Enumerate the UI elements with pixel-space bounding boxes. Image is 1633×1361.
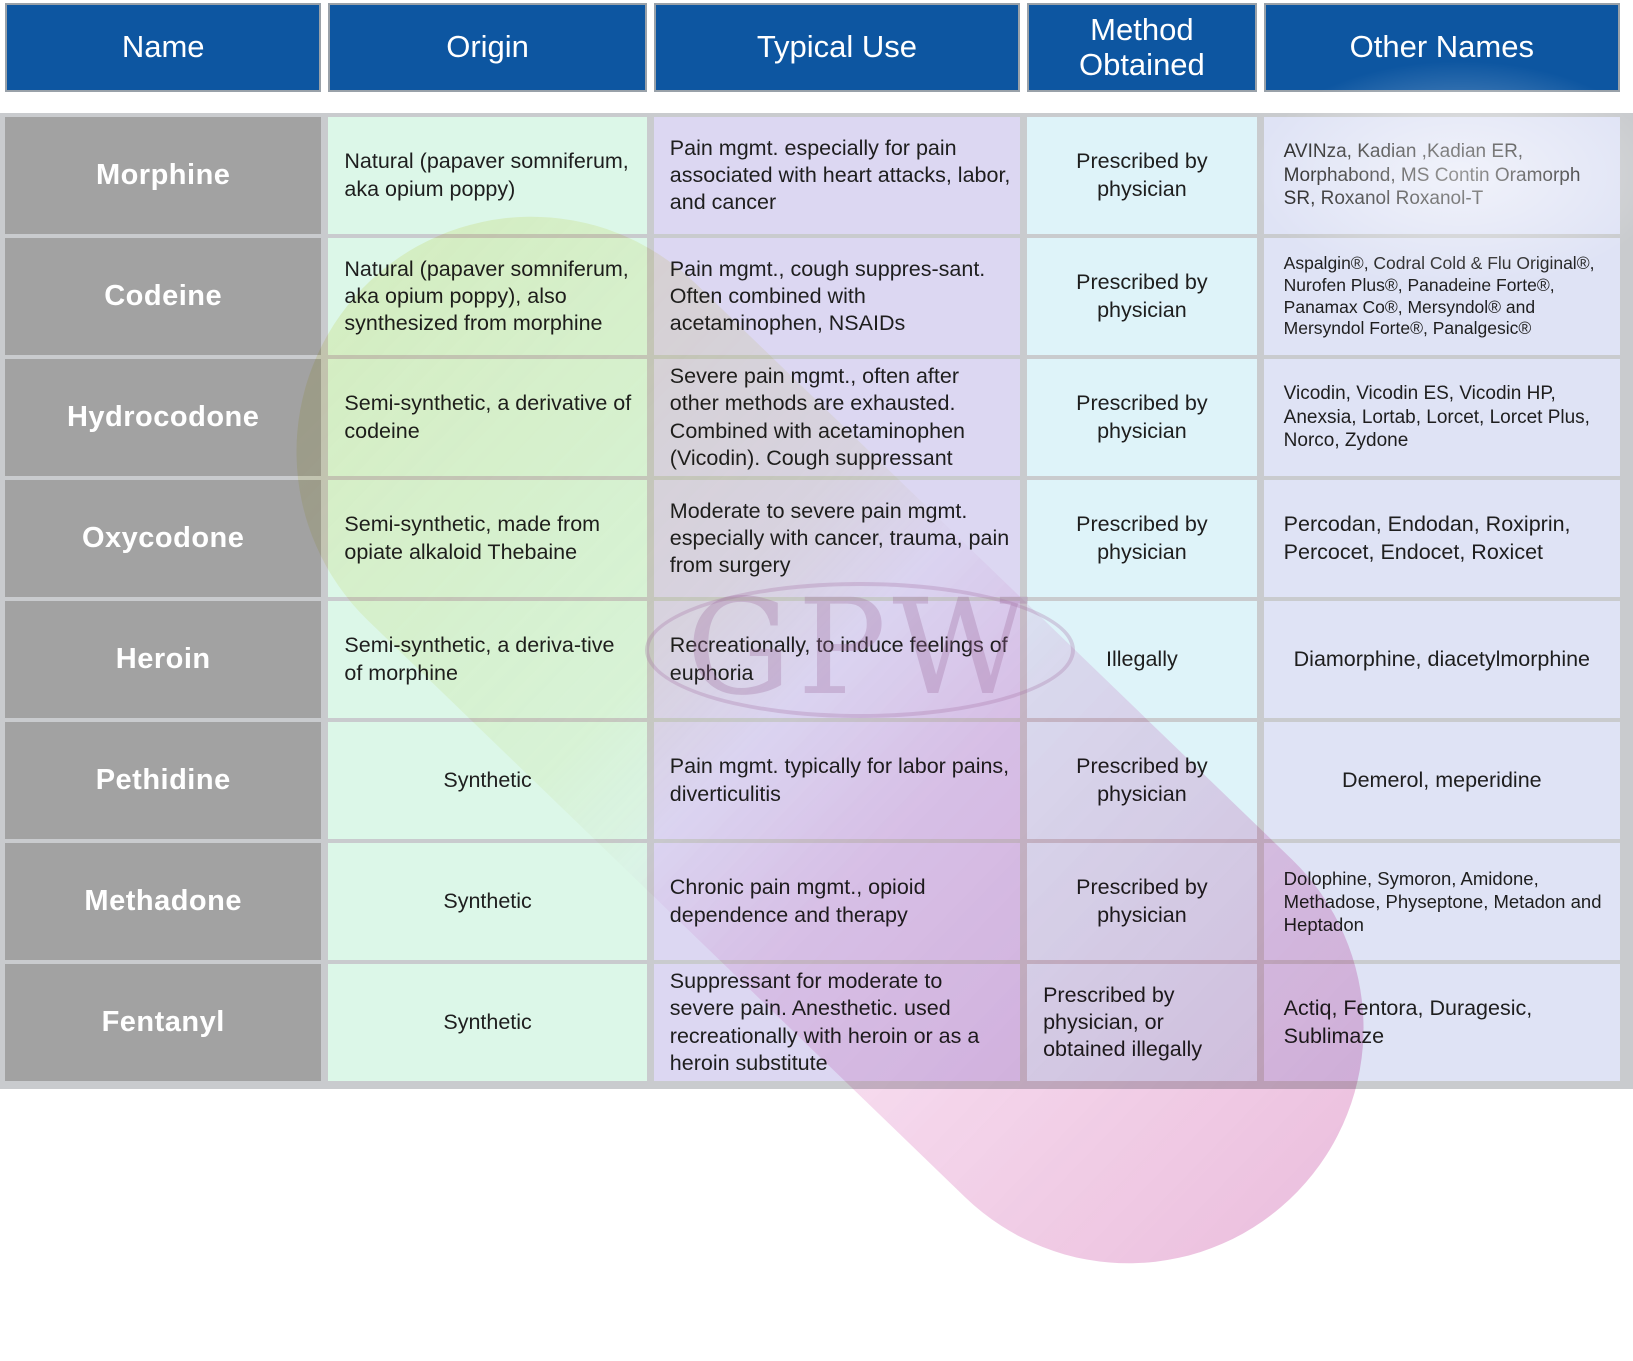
typical-use-cell: Moderate to severe pain mgmt. especially… — [653, 480, 1021, 597]
other-names-cell: Aspalgin®, Codral Cold & Flu Original®, … — [1263, 238, 1620, 355]
origin-cell: Natural (papaver somniferum, aka opium p… — [328, 238, 647, 355]
name-cell: Morphine — [5, 117, 322, 234]
origin-cell: Semi-synthetic, a derivative of codeine — [328, 359, 647, 476]
method-cell: Prescribed by physician — [1027, 722, 1257, 839]
other-names-cell: Dolophine, Symoron, Amidone, Methadose, … — [1263, 843, 1620, 960]
method-cell: Prescribed by physician — [1027, 359, 1257, 476]
name-cell: Methadone — [5, 843, 322, 960]
header-name: Name — [5, 3, 322, 92]
name-cell: Pethidine — [5, 722, 322, 839]
table-body: Morphine Natural (papaver somniferum, ak… — [0, 113, 1633, 1089]
other-names-cell: Percodan, Endodan, Roxiprin, Percocet, E… — [1263, 480, 1620, 597]
typical-use-cell: Suppressant for moderate to severe pain.… — [653, 964, 1021, 1081]
other-names-cell: Demerol, meperidine — [1263, 722, 1620, 839]
other-names-cell: Vicodin, Vicodin ES, Vicodin HP, Anexsia… — [1263, 359, 1620, 476]
table-header-row: Name Origin Typical Use Method Obtained … — [5, 3, 1620, 92]
name-cell: Fentanyl — [5, 964, 322, 1081]
table-grid: Morphine Natural (papaver somniferum, ak… — [5, 117, 1620, 1081]
header-other-names: Other Names — [1263, 3, 1620, 92]
typical-use-cell: Severe pain mgmt., often after other met… — [653, 359, 1021, 476]
method-cell: Prescribed by physician — [1027, 480, 1257, 597]
origin-cell: Synthetic — [328, 843, 647, 960]
method-cell: Prescribed by physician — [1027, 117, 1257, 234]
typical-use-cell: Pain mgmt. especially for pain associate… — [653, 117, 1021, 234]
method-cell: Prescribed by physician, or obtained ill… — [1027, 964, 1257, 1081]
typical-use-cell: Chronic pain mgmt., opioid dependence an… — [653, 843, 1021, 960]
origin-cell: Synthetic — [328, 722, 647, 839]
origin-cell: Semi-synthetic, made from opiate alkaloi… — [328, 480, 647, 597]
other-names-cell: Actiq, Fentora, Duragesic, Sublimaze — [1263, 964, 1620, 1081]
header-typical-use: Typical Use — [653, 3, 1021, 92]
typical-use-cell: Pain mgmt. typically for labor pains, di… — [653, 722, 1021, 839]
name-cell: Hydrocodone — [5, 359, 322, 476]
other-names-cell: AVINza, Kadian ,Kadian ER, Morphabond, M… — [1263, 117, 1620, 234]
typical-use-cell: Recreationally, to induce feelings of eu… — [653, 601, 1021, 718]
name-cell: Heroin — [5, 601, 322, 718]
name-cell: Codeine — [5, 238, 322, 355]
typical-use-cell: Pain mgmt., cough suppres-sant. Often co… — [653, 238, 1021, 355]
method-cell: Prescribed by physician — [1027, 238, 1257, 355]
origin-cell: Synthetic — [328, 964, 647, 1081]
other-names-cell: Diamorphine, diacetylmorphine — [1263, 601, 1620, 718]
method-cell: Illegally — [1027, 601, 1257, 718]
method-cell: Prescribed by physician — [1027, 843, 1257, 960]
header-origin: Origin — [328, 3, 647, 92]
name-cell: Oxycodone — [5, 480, 322, 597]
header-method-obtained: Method Obtained — [1027, 3, 1257, 92]
origin-cell: Semi-synthetic, a deriva-tive of morphin… — [328, 601, 647, 718]
origin-cell: Natural (papaver somniferum, aka opium p… — [328, 117, 647, 234]
